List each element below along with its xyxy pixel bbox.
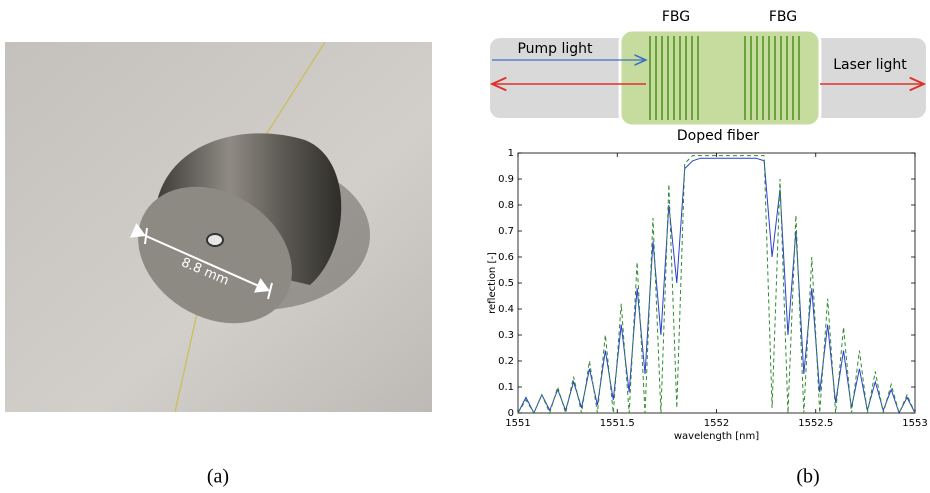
y-tick-label: 0.6 bbox=[498, 252, 514, 263]
caption: (b) bbox=[796, 466, 819, 488]
y-axis-label: reflection [-] bbox=[487, 252, 498, 314]
fbg-label: FBG bbox=[769, 9, 797, 25]
y-tick-label: 0.5 bbox=[498, 278, 514, 289]
chart: 0 0.1 0.2 0.3 0.4 0.5 0.6 0.7 0.8 0.9 1 1551 1551.5 1… bbox=[487, 148, 928, 442]
x-tick-label: 1552.5 bbox=[798, 418, 833, 429]
x-tick-label: 1552 bbox=[704, 418, 729, 429]
y-tick-label: 0.8 bbox=[498, 200, 514, 211]
spectrum-line bbox=[517, 155, 916, 415]
fiber-diagram: FBG FBG Pump light Laser light Doped fib… bbox=[490, 9, 926, 144]
photo: 8.8 mm bbox=[5, 41, 432, 413]
y-tick-label: 0 bbox=[508, 408, 514, 419]
fiber-label: Doped fiber bbox=[677, 128, 760, 144]
caption: (a) bbox=[207, 466, 229, 488]
y-tick-label: 0.4 bbox=[498, 304, 514, 315]
fbg-label: FBG bbox=[662, 9, 690, 25]
laser-label: Laser light bbox=[833, 57, 907, 73]
y-tick-label: 0.9 bbox=[498, 174, 514, 185]
pump-label: Pump light bbox=[517, 41, 593, 57]
y-tick-label: 0.2 bbox=[498, 356, 514, 367]
x-tick-label: 1553 bbox=[902, 418, 927, 429]
y-tick-label: 0.7 bbox=[498, 226, 514, 237]
y-tick-label: 1 bbox=[508, 148, 514, 159]
x-tick-label: 1551 bbox=[505, 418, 530, 429]
plot-frame bbox=[517, 152, 916, 414]
y-tick-label: 0.1 bbox=[498, 382, 514, 393]
x-tick-label: 1551.5 bbox=[600, 418, 635, 429]
x-axis-label: wavelength [nm] bbox=[674, 431, 759, 442]
y-tick-label: 0.3 bbox=[498, 330, 514, 341]
